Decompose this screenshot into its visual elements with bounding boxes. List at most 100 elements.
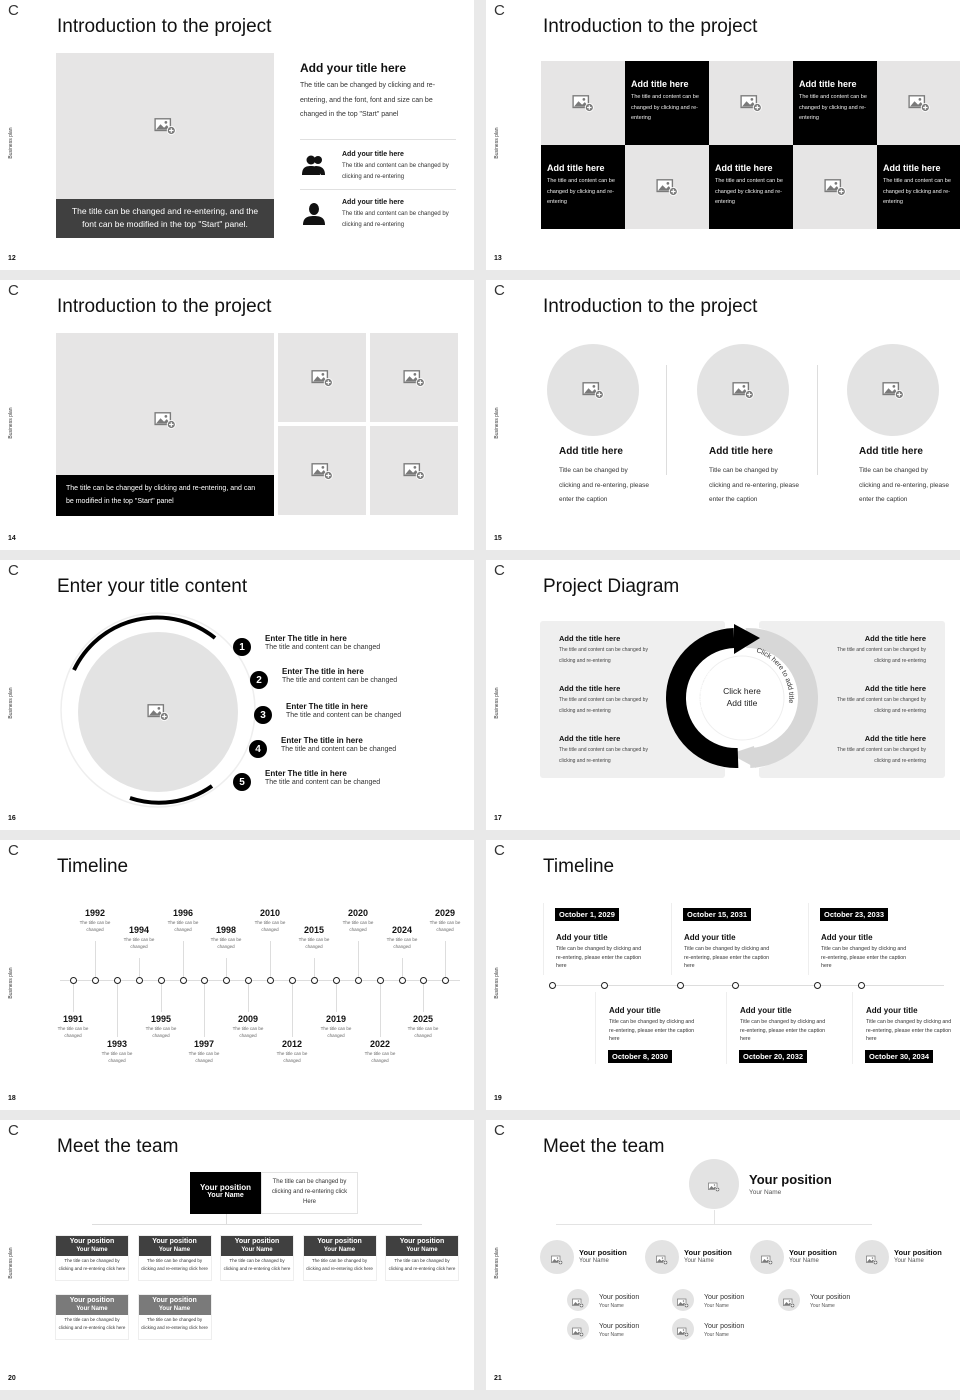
item-text: The title and content can be changed by … (837, 697, 926, 714)
member-card[interactable]: Your position Your Name The title can be c… (55, 1294, 129, 1340)
member-name: Your Name (158, 1247, 191, 1253)
timeline-node[interactable] (398, 977, 406, 984)
step-text: The title and content can be changed (282, 677, 398, 684)
image-add-icon (677, 1295, 689, 1308)
image-placeholder[interactable] (625, 145, 709, 229)
member-position: Your position (810, 1294, 851, 1301)
step-title: Enter The title in here (265, 634, 347, 643)
slide-20[interactable]: C Business plan 20 Meet the team Your positi… (0, 1120, 474, 1390)
image-placeholder[interactable] (793, 145, 877, 229)
timeline-node[interactable] (332, 977, 340, 984)
avatar-placeholder[interactable] (855, 1240, 889, 1274)
slide-12[interactable]: C Business plan 12 Introduction to the proj… (0, 0, 474, 270)
timeline-node[interactable] (157, 977, 165, 984)
image-placeholder[interactable] (877, 61, 960, 145)
avatar-placeholder[interactable] (778, 1289, 800, 1311)
cycle-diagram[interactable]: Click here to add title Click here to add… (662, 618, 822, 783)
image-placeholder[interactable] (278, 333, 366, 422)
member-text: The title can be changed by clicking and… (388, 1258, 456, 1271)
timeline-node[interactable] (419, 977, 427, 984)
member-card[interactable]: Your position Your Name The title can be c… (220, 1235, 294, 1281)
timeline-node[interactable] (113, 977, 121, 984)
timeline-node[interactable] (266, 977, 274, 984)
timeline-node[interactable] (601, 982, 608, 989)
step-title: Enter The title in here (265, 769, 347, 778)
timeline-node[interactable] (549, 982, 556, 989)
member-header: Your position Your Name (138, 1236, 211, 1256)
slide-16[interactable]: C Business plan 16 Enter your title content… (0, 560, 474, 830)
avatar-placeholder[interactable] (645, 1240, 679, 1274)
avatar-placeholder[interactable] (672, 1318, 694, 1340)
avatar-placeholder[interactable] (672, 1289, 694, 1311)
slide-17[interactable]: C Business plan 17 Project Diagram Click her… (486, 560, 960, 830)
event-year: 1992 (84, 908, 106, 918)
step-number: 1 (233, 638, 251, 656)
center-title-2[interactable]: Add title (726, 698, 758, 708)
timeline-node[interactable] (858, 982, 865, 989)
timeline-node[interactable] (69, 977, 77, 984)
member-name: Your Name (704, 1332, 729, 1338)
center-title-1[interactable]: Click here (723, 686, 761, 696)
slide-19[interactable]: C Business plan 19 Timeline October 1, 2029 A… (486, 840, 960, 1110)
avatar-placeholder[interactable] (689, 1159, 739, 1209)
step-title: Enter The title in here (286, 702, 368, 711)
image-placeholder[interactable] (78, 632, 238, 792)
image-placeholder[interactable] (847, 344, 939, 436)
avatar-placeholder[interactable] (567, 1289, 589, 1311)
slide-13[interactable]: C Business plan 13 Introduction to the proj… (486, 0, 960, 270)
member-card[interactable]: Your position Your Name The title can be c… (137, 1235, 212, 1281)
member-card[interactable]: Your position Your Name The title can be c… (55, 1235, 129, 1281)
timeline-node[interactable] (179, 977, 187, 984)
avatar-placeholder[interactable] (567, 1318, 589, 1340)
lead-card[interactable]: Your position Your Name (190, 1172, 261, 1214)
slide-15[interactable]: C Business plan 15 Introduction to the proj… (486, 280, 960, 550)
image-placeholder[interactable] (278, 426, 366, 515)
slide-18[interactable]: C Business plan 18 Timeline 1991 The title ca… (0, 840, 474, 1110)
image-placeholder[interactable] (56, 53, 274, 199)
item-text: Title can be changed by clicking and re-… (859, 467, 949, 503)
image-add-icon (783, 1295, 795, 1308)
divider (300, 139, 456, 140)
timeline-node[interactable] (135, 977, 143, 984)
timeline-node[interactable] (441, 977, 449, 984)
timeline-node[interactable] (288, 977, 296, 984)
event-text: The title can be changed (210, 937, 242, 949)
image-add-icon (908, 94, 930, 112)
member-card[interactable]: Your position Your Name The title can be c… (137, 1294, 212, 1340)
event-title: Add your title (684, 933, 736, 942)
avatar-placeholder[interactable] (750, 1240, 784, 1274)
member-position: Your position (704, 1294, 745, 1301)
member-name: Your Name (406, 1247, 438, 1253)
image-placeholder[interactable] (370, 426, 458, 515)
image-placeholder[interactable] (697, 344, 789, 436)
timeline-node[interactable] (200, 977, 208, 984)
image-placeholder[interactable] (547, 344, 639, 436)
slide-14[interactable]: C Business plan 14 Introduction to the proj… (0, 280, 474, 550)
timeline-node[interactable] (732, 982, 739, 989)
image-placeholder[interactable] (370, 333, 458, 422)
timeline-node[interactable] (677, 982, 684, 989)
step-number: 4 (249, 740, 267, 758)
timeline-node[interactable] (222, 977, 230, 984)
timeline-node[interactable] (376, 977, 384, 984)
image-placeholder[interactable] (709, 61, 793, 145)
slide-21[interactable]: C Business plan 21 Meet the team Your positi… (486, 1120, 960, 1390)
member-card[interactable]: Your position Your Name The title can be c… (385, 1235, 459, 1281)
avatar-placeholder[interactable] (540, 1240, 574, 1274)
member-name: Your Name (241, 1247, 273, 1253)
timeline-node[interactable] (244, 977, 252, 984)
timeline-node[interactable] (354, 977, 362, 984)
event-title: Add your title (556, 933, 608, 942)
image-placeholder[interactable] (541, 61, 625, 145)
image-add-icon (311, 369, 333, 387)
event-year: 1994 (128, 925, 150, 935)
event-title: Add your title (609, 1006, 661, 1015)
timeline-axis (552, 985, 944, 986)
member-name: Your Name (894, 1258, 924, 1264)
member-name: Your Name (684, 1258, 714, 1264)
logo: C (494, 282, 505, 299)
member-card[interactable]: Your position Your Name The title can be c… (302, 1235, 377, 1281)
timeline-node[interactable] (814, 982, 821, 989)
timeline-node[interactable] (91, 977, 99, 984)
timeline-node[interactable] (310, 977, 318, 984)
